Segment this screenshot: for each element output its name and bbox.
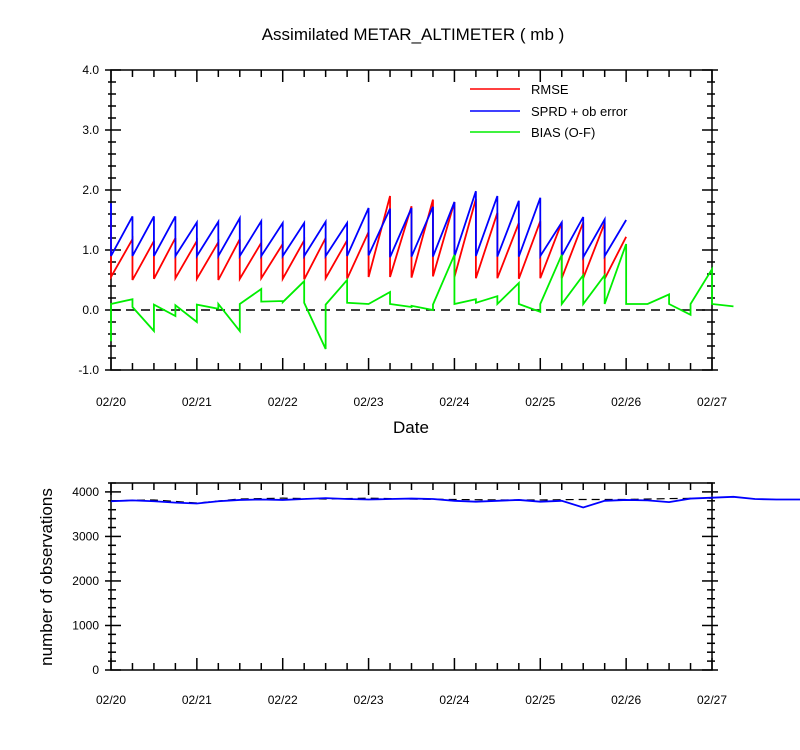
bottom-series-lines	[110, 495, 800, 509]
series-line-1	[110, 495, 800, 509]
x-tick-label: 02/22	[268, 395, 298, 409]
x-tick-label: 02/24	[439, 395, 469, 409]
x-tick-label: 02/21	[182, 693, 212, 707]
x-tick-label: 02/25	[525, 693, 555, 707]
series-line-2	[110, 243, 734, 350]
x-tick-label: 02/20	[96, 395, 126, 409]
y-tick-label: 1000	[72, 618, 99, 632]
y-tick-label: 2000	[72, 574, 99, 588]
y-tick-label: 1.0	[82, 243, 99, 257]
y-tick-label: 3.0	[82, 123, 99, 137]
legend-label-sprd: SPRD + ob error	[531, 104, 628, 119]
series-line-1	[110, 190, 627, 261]
x-tick-label: 02/20	[96, 693, 126, 707]
legend-label-bias: BIAS (O-F)	[531, 125, 595, 140]
x-tick-label: 02/22	[268, 693, 298, 707]
x-tick-label: 02/23	[354, 395, 384, 409]
y-tick-label: 0.0	[82, 303, 99, 317]
bottom-y-axis-title: number of observations	[37, 488, 56, 666]
x-tick-label: 02/26	[611, 693, 641, 707]
top-axis-ticks	[105, 69, 718, 371]
top-tick-labels: 02/20 02/21 02/22 02/23 02/24 02/25 02/26 02/27…	[78, 63, 727, 409]
top-chart-title: Assimilated METAR_ALTIMETER ( mb )	[262, 25, 565, 44]
y-tick-label: 3000	[72, 529, 99, 543]
legend: RMSE SPRD + ob error BIAS (O-F)	[470, 82, 628, 140]
x-tick-label: 02/24	[439, 693, 469, 707]
y-tick-label: 0	[92, 663, 99, 677]
x-tick-label: 02/27	[697, 395, 727, 409]
top-x-axis-title: Date	[393, 418, 429, 437]
x-tick-label: 02/23	[354, 693, 384, 707]
x-tick-label: 02/21	[182, 395, 212, 409]
y-tick-label: 4.0	[82, 63, 99, 77]
legend-label-rmse: RMSE	[531, 82, 569, 97]
y-tick-label: -1.0	[78, 363, 99, 377]
y-tick-label: 2.0	[82, 183, 99, 197]
top-series-lines	[110, 190, 734, 350]
x-tick-label: 02/26	[611, 395, 641, 409]
bottom-axis-ticks	[105, 482, 718, 671]
bottom-tick-labels: 02/20 02/21 02/22 02/23 02/24 02/25 02/26 02/27…	[72, 485, 727, 707]
x-tick-label: 02/27	[697, 693, 727, 707]
y-tick-label: 4000	[72, 485, 99, 499]
x-tick-label: 02/25	[525, 395, 555, 409]
bottom-plot-frame	[110, 482, 713, 671]
